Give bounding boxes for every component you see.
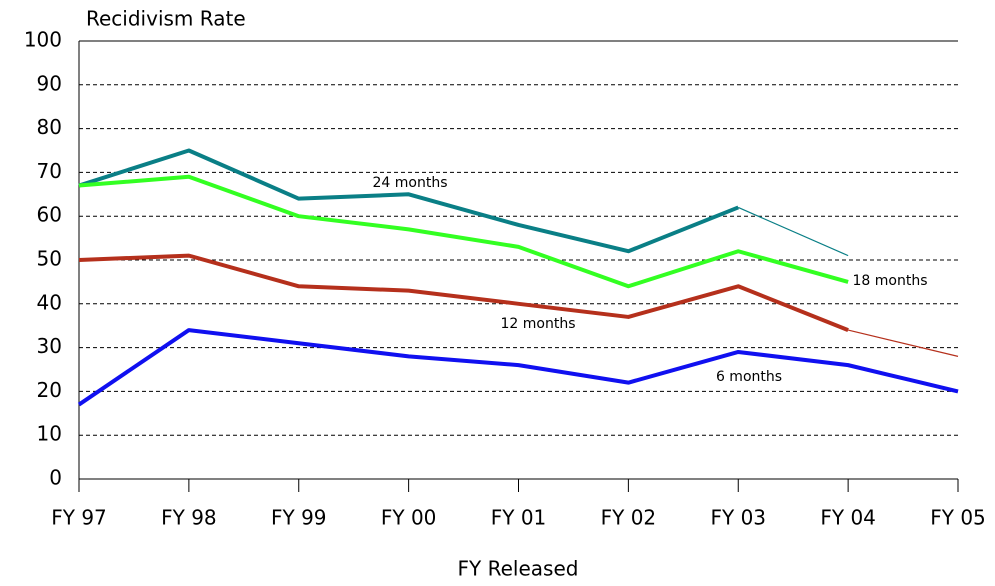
y-tick-label: 100	[24, 28, 62, 52]
x-axis-title: FY Released	[458, 557, 579, 581]
x-tick-label: FY 01	[491, 506, 547, 530]
x-tick-label: FY 99	[271, 506, 327, 530]
series-label: 6 months	[716, 369, 782, 385]
series-line	[78, 253, 849, 332]
y-tick-label: 60	[37, 203, 62, 227]
y-tick-label: 70	[37, 159, 62, 183]
y-tick-label: 80	[37, 115, 62, 139]
series-label: 24 months	[373, 175, 448, 191]
x-tick-label: FY 98	[161, 506, 217, 530]
series-line	[77, 328, 959, 407]
y-tick-label: 20	[37, 378, 62, 402]
series-line	[78, 148, 739, 254]
series-line	[78, 174, 849, 289]
projected-line	[847, 329, 959, 357]
x-tick-label: FY 04	[820, 506, 876, 530]
y-tick-label: 90	[37, 71, 62, 95]
y-tick-label: 30	[37, 334, 62, 358]
x-tick-label: FY 05	[930, 506, 986, 530]
x-tick-label: FY 00	[381, 506, 437, 530]
x-tick-label: FY 97	[51, 506, 107, 530]
x-tick-label: FY 02	[601, 506, 657, 530]
x-tick-label: FY 03	[710, 506, 766, 530]
series-label: 18 months	[853, 273, 928, 289]
projected-line	[738, 206, 849, 257]
y-tick-label: 10	[37, 422, 62, 446]
y-axis-title: Recidivism Rate	[86, 7, 246, 31]
y-tick-label: 0	[49, 466, 62, 490]
series-label: 12 months	[501, 316, 576, 332]
y-tick-label: 40	[37, 290, 62, 314]
y-tick-label: 50	[37, 247, 62, 271]
